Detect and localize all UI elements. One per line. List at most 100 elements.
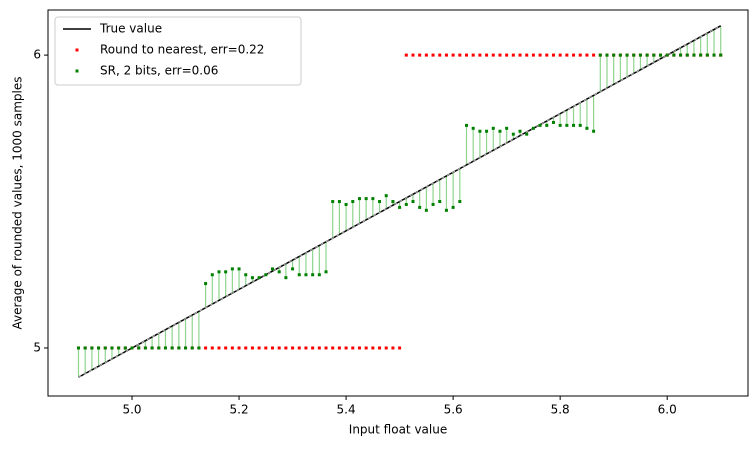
marker — [518, 53, 522, 57]
marker — [531, 126, 535, 130]
marker — [458, 200, 462, 204]
marker — [210, 273, 214, 277]
marker — [491, 126, 495, 130]
marker — [210, 346, 214, 350]
marker — [311, 273, 315, 277]
marker — [565, 123, 569, 127]
marker — [498, 53, 502, 57]
marker — [478, 53, 482, 57]
marker — [257, 346, 261, 350]
marker — [204, 282, 208, 286]
marker — [625, 53, 629, 57]
y-tick-label: 5 — [33, 340, 41, 354]
marker — [190, 346, 194, 350]
marker — [438, 53, 442, 57]
marker — [424, 208, 428, 212]
marker — [357, 346, 361, 350]
marker — [705, 53, 709, 57]
marker — [685, 53, 689, 57]
marker — [264, 346, 268, 350]
marker — [578, 123, 582, 127]
marker — [672, 53, 676, 57]
marker — [337, 346, 341, 350]
marker — [250, 346, 254, 350]
marker — [652, 53, 656, 57]
legend-marker — [75, 69, 79, 73]
marker — [465, 53, 469, 57]
marker — [558, 123, 562, 127]
marker — [317, 273, 321, 277]
marker — [163, 346, 167, 350]
marker — [424, 53, 428, 57]
marker — [391, 200, 395, 204]
marker — [311, 346, 315, 350]
marker — [284, 346, 288, 350]
marker — [291, 267, 295, 271]
marker — [230, 267, 234, 271]
marker — [538, 53, 542, 57]
marker — [418, 53, 422, 57]
x-tick-label: 5.6 — [444, 403, 463, 417]
marker — [337, 200, 341, 204]
marker — [271, 346, 275, 350]
marker — [659, 53, 662, 57]
x-tick-label: 5.4 — [337, 403, 356, 417]
marker — [250, 276, 254, 280]
marker — [90, 346, 94, 350]
x-tick-label: 5.8 — [551, 403, 570, 417]
marker — [518, 129, 522, 133]
x-tick-label: 5.0 — [122, 403, 141, 417]
marker — [150, 346, 154, 350]
marker — [404, 53, 408, 57]
marker — [719, 53, 723, 57]
marker — [384, 346, 388, 350]
marker — [391, 346, 395, 350]
legend-label: SR, 2 bits, err=0.06 — [100, 64, 218, 78]
marker — [257, 276, 261, 280]
legend-label: Round to nearest, err=0.22 — [100, 43, 264, 57]
marker — [143, 346, 147, 350]
marker — [217, 346, 221, 350]
marker — [491, 53, 495, 57]
marker — [224, 270, 228, 274]
x-tick-label: 6.0 — [658, 403, 677, 417]
y-axis-label: Average of rounded values, 1000 samples — [11, 76, 25, 329]
marker — [465, 123, 469, 127]
marker — [378, 346, 382, 350]
marker — [431, 202, 435, 206]
marker — [592, 53, 596, 57]
marker — [585, 53, 589, 57]
marker — [551, 120, 555, 124]
marker — [471, 126, 475, 130]
marker — [712, 53, 716, 57]
marker — [137, 346, 141, 350]
marker — [103, 346, 107, 350]
marker — [665, 53, 669, 57]
marker — [558, 53, 562, 57]
x-axis-label: Input float value — [349, 423, 447, 437]
legend-label: True value — [99, 22, 162, 36]
marker — [525, 132, 529, 136]
marker — [297, 273, 301, 277]
marker — [598, 53, 602, 57]
marker — [197, 346, 201, 350]
x-tick-label: 5.2 — [230, 403, 249, 417]
true-value-dash — [78, 25, 721, 378]
marker — [277, 270, 281, 274]
marker — [505, 126, 509, 130]
marker — [679, 53, 683, 57]
marker — [444, 53, 448, 57]
marker — [291, 346, 295, 350]
marker — [699, 53, 703, 57]
marker — [632, 53, 636, 57]
marker — [351, 200, 355, 204]
marker — [545, 123, 549, 127]
marker — [217, 270, 221, 274]
marker — [264, 273, 268, 277]
marker — [458, 53, 462, 57]
marker — [531, 53, 535, 57]
marker — [505, 53, 509, 57]
marker — [357, 197, 361, 201]
marker — [572, 123, 576, 127]
